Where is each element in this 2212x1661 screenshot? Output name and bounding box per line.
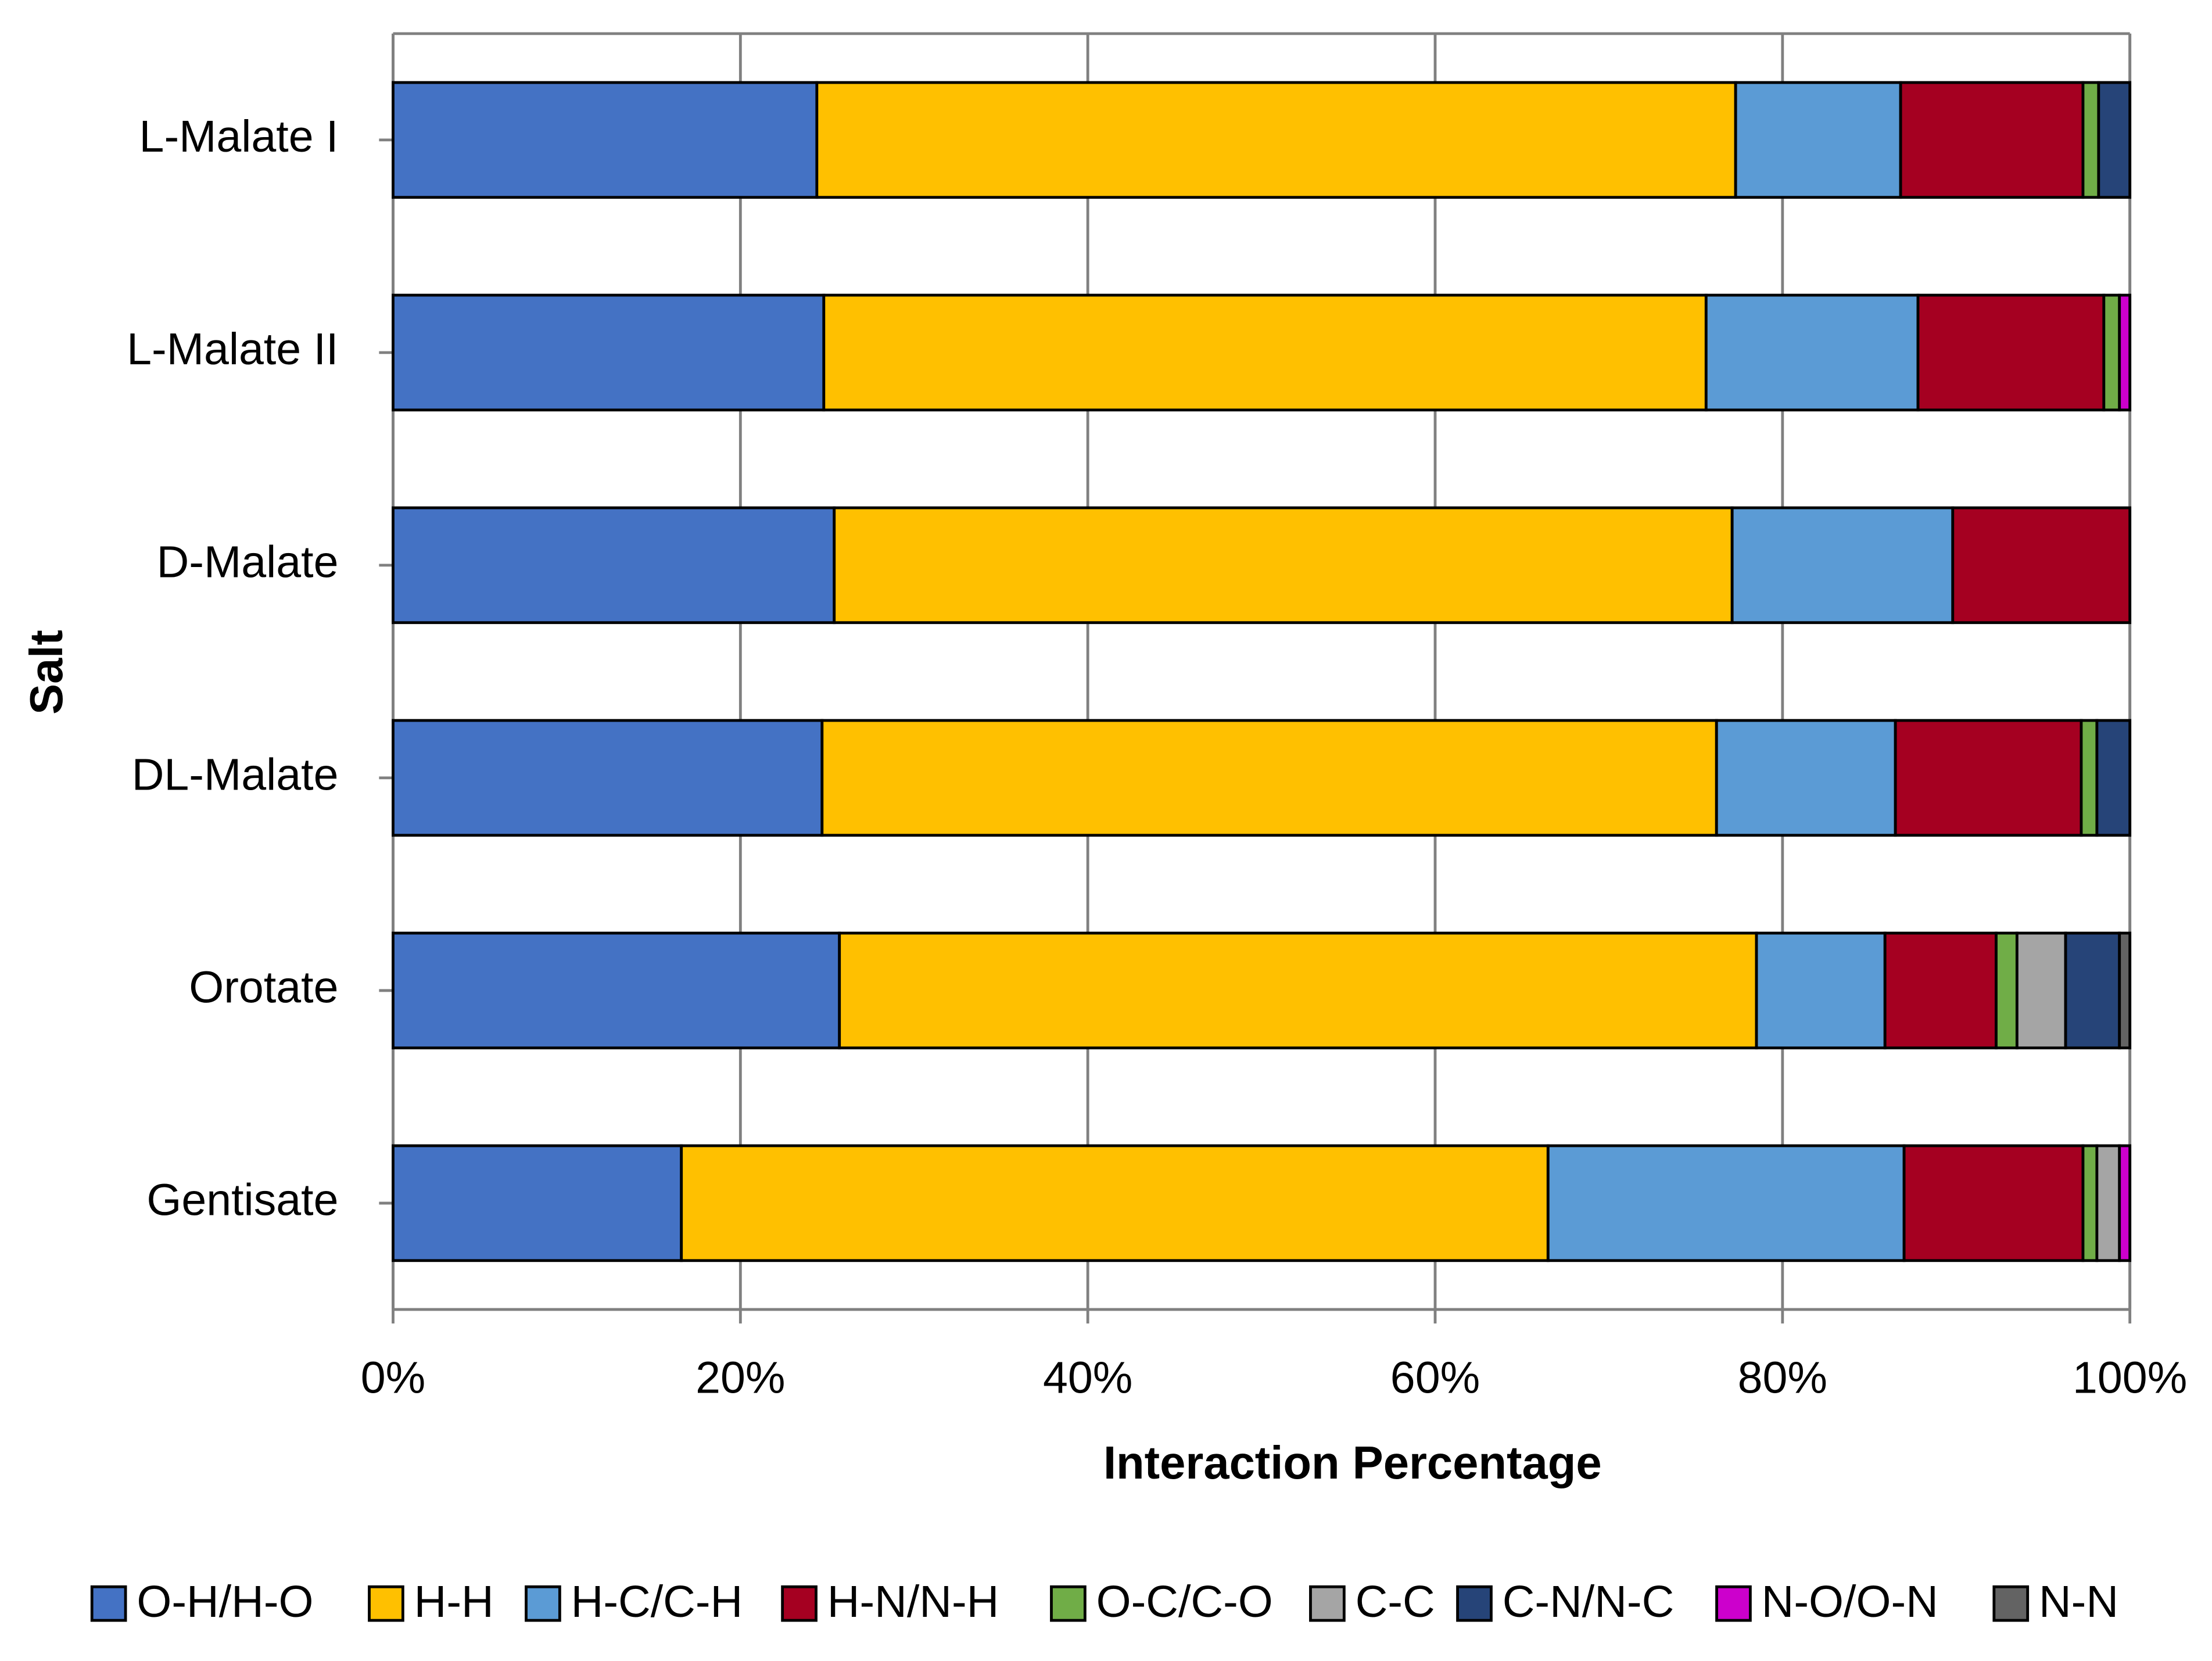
bar-segment xyxy=(1902,1144,2085,1262)
legend-swatch xyxy=(1992,1585,2030,1622)
y-tick-label: Gentisate xyxy=(146,1175,338,1225)
x-tick-label: 80% xyxy=(1738,1353,1827,1402)
x-tick-label: 20% xyxy=(695,1353,785,1402)
bar-segment xyxy=(1546,1144,1906,1262)
y-tick-label: L-Malate I xyxy=(139,112,339,162)
x-axis-title: Interaction Percentage xyxy=(1103,1437,1602,1488)
x-tick-label: 100% xyxy=(2073,1353,2187,1402)
bar-segment xyxy=(1715,719,1897,837)
bar-segment xyxy=(392,1144,683,1262)
y-axis-title: Salt xyxy=(20,630,72,715)
legend-label: H-H xyxy=(414,1577,494,1627)
bar-segment xyxy=(838,931,1758,1050)
bar-segment xyxy=(2081,1144,2099,1262)
legend-swatch xyxy=(1715,1585,1752,1622)
bar-segment xyxy=(1894,719,2083,837)
legend-label: N-O/O-N xyxy=(1762,1577,1938,1627)
bar-segment xyxy=(2081,81,2100,199)
bar-segment xyxy=(680,1144,1550,1262)
bar-segment xyxy=(392,506,836,625)
bar-segment xyxy=(1704,293,1920,412)
y-tick-label: DL-Malate xyxy=(132,749,339,799)
bar-segment xyxy=(2118,293,2132,412)
bar-segment xyxy=(1730,506,1955,625)
bar-segment xyxy=(392,81,819,199)
legend-label: O-H/H-O xyxy=(137,1577,313,1627)
y-tick-label: Orotate xyxy=(189,962,338,1012)
legend-swatch xyxy=(781,1585,818,1622)
legend-label: C-C xyxy=(1356,1577,1435,1627)
legend-label: C-N/N-C xyxy=(1503,1577,1675,1627)
bar-segment xyxy=(1995,931,2019,1050)
bar-segment xyxy=(820,719,1718,837)
bar-segment xyxy=(822,293,1708,412)
bar-segment xyxy=(2118,1144,2132,1262)
bar-segment xyxy=(392,293,826,412)
bar-segment xyxy=(1883,931,1998,1050)
bar-segment xyxy=(1951,506,2132,625)
bar-segment xyxy=(815,81,1737,199)
legend-swatch xyxy=(1456,1585,1493,1622)
y-tick-label: D-Malate xyxy=(157,537,339,587)
bar-segment xyxy=(2095,1144,2121,1262)
bar-segment xyxy=(2097,81,2132,199)
bar-segment xyxy=(2102,293,2121,412)
legend-swatch xyxy=(368,1585,404,1622)
bar-segment xyxy=(392,931,841,1050)
bar-segment xyxy=(1916,293,2106,412)
bar-segment xyxy=(2118,931,2132,1050)
bar-segment xyxy=(833,506,1734,625)
y-tick-label: L-Malate II xyxy=(127,324,338,374)
bar-segment xyxy=(2080,719,2099,837)
bar-segment xyxy=(392,719,824,837)
legend-label: O-C/C-O xyxy=(1096,1577,1273,1627)
legend-label: H-C/C-H xyxy=(571,1577,743,1627)
bar-segment xyxy=(2064,931,2121,1050)
bar-segment xyxy=(1734,81,1902,199)
bar-segment xyxy=(1899,81,2085,199)
legend-label: N-N xyxy=(2039,1577,2118,1627)
legend-swatch xyxy=(90,1585,127,1622)
x-tick-label: 40% xyxy=(1043,1353,1132,1402)
bar-segment xyxy=(1755,931,1887,1050)
x-tick-label: 0% xyxy=(361,1353,425,1402)
legend-swatch xyxy=(525,1585,561,1622)
legend-swatch xyxy=(1050,1585,1087,1622)
legend-label: H-N/N-H xyxy=(827,1577,999,1627)
legend-swatch xyxy=(1309,1585,1346,1622)
x-tick-label: 60% xyxy=(1390,1353,1480,1402)
bar-segment xyxy=(2095,719,2132,837)
bar-segment xyxy=(2015,931,2067,1050)
